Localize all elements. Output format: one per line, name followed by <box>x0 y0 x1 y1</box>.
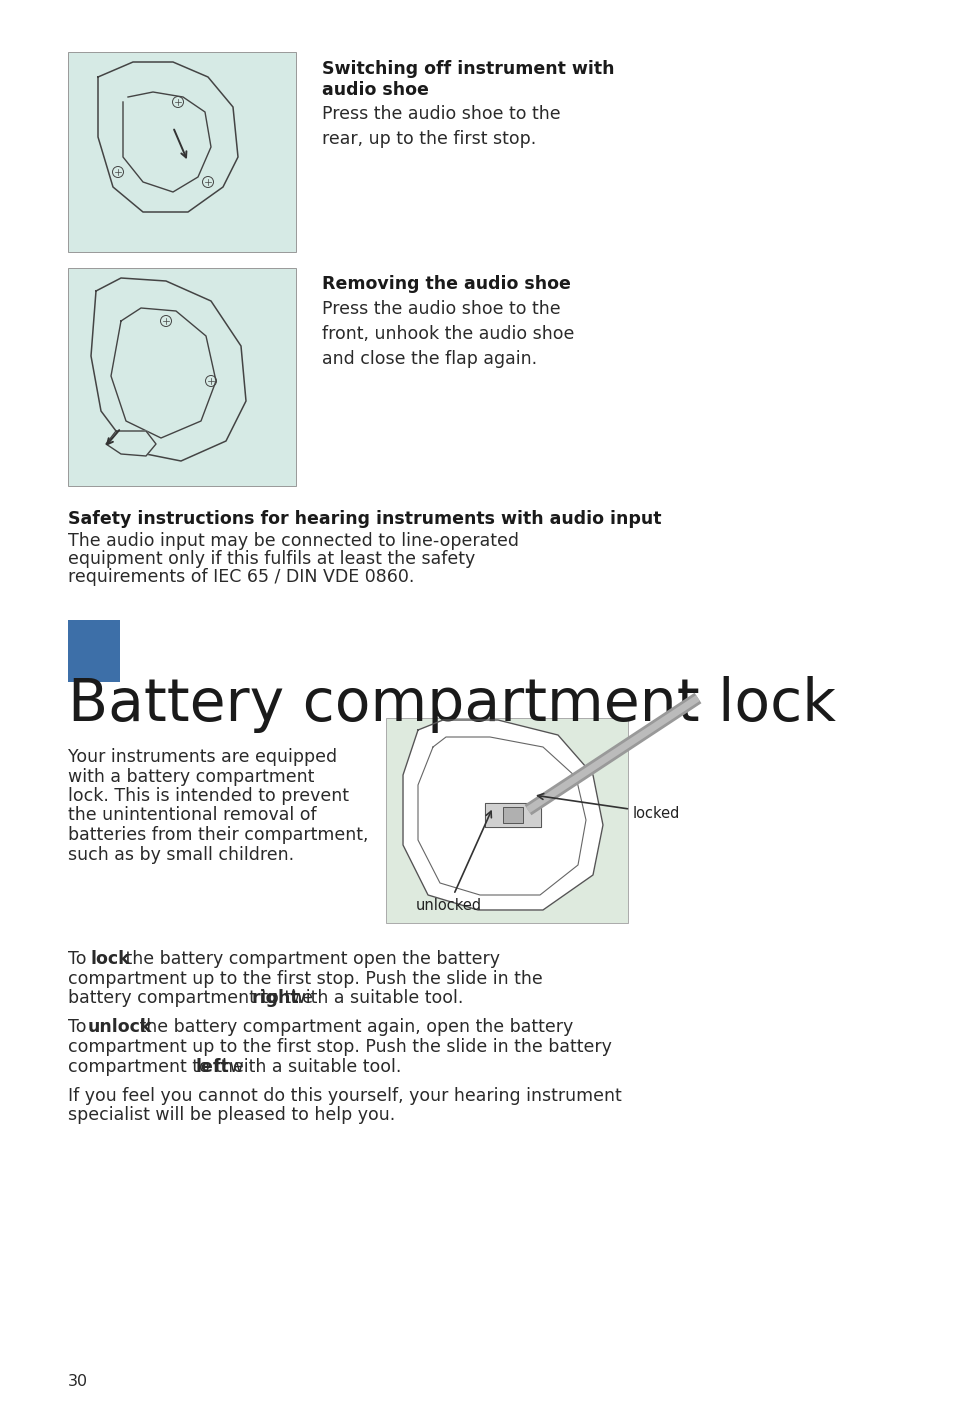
Polygon shape <box>98 62 237 212</box>
Text: 30: 30 <box>68 1374 88 1390</box>
Text: If you feel you cannot do this yourself, your hearing instrument: If you feel you cannot do this yourself,… <box>68 1087 621 1104</box>
Text: with a suitable tool.: with a suitable tool. <box>286 989 463 1007</box>
Text: unlock: unlock <box>88 1019 152 1037</box>
Text: The audio input may be connected to line-operated: The audio input may be connected to line… <box>68 532 518 549</box>
Text: the unintentional removal of: the unintentional removal of <box>68 806 316 825</box>
Polygon shape <box>106 431 156 457</box>
Text: with a suitable tool.: with a suitable tool. <box>224 1058 401 1075</box>
Text: requirements of IEC 65 / DIN VDE 0860.: requirements of IEC 65 / DIN VDE 0860. <box>68 568 414 586</box>
Text: such as by small children.: such as by small children. <box>68 846 294 864</box>
Text: Press the audio shoe to the
front, unhook the audio shoe
and close the flap agai: Press the audio shoe to the front, unhoo… <box>322 301 574 368</box>
Polygon shape <box>402 719 602 910</box>
Text: equipment only if this fulfils at least the safety: equipment only if this fulfils at least … <box>68 549 475 568</box>
Text: Your instruments are equipped: Your instruments are equipped <box>68 747 336 766</box>
Text: the battery compartment again, open the battery: the battery compartment again, open the … <box>133 1019 573 1037</box>
Polygon shape <box>91 278 246 461</box>
Text: specialist will be pleased to help you.: specialist will be pleased to help you. <box>68 1107 395 1124</box>
Bar <box>68 52 295 251</box>
Bar <box>68 268 295 486</box>
Text: right: right <box>252 989 299 1007</box>
Text: Battery compartment lock: Battery compartment lock <box>68 676 835 733</box>
Text: compartment to the: compartment to the <box>68 1058 249 1075</box>
Text: lock. This is intended to prevent: lock. This is intended to prevent <box>68 787 349 805</box>
Text: batteries from their compartment,: batteries from their compartment, <box>68 826 368 844</box>
Text: Switching off instrument with
audio shoe: Switching off instrument with audio shoe <box>322 60 614 98</box>
Text: battery compartment to the: battery compartment to the <box>68 989 318 1007</box>
Text: locked: locked <box>537 794 679 821</box>
Bar <box>386 718 627 923</box>
Text: Press the audio shoe to the
rear, up to the first stop.: Press the audio shoe to the rear, up to … <box>322 105 560 148</box>
Polygon shape <box>484 804 540 828</box>
Text: unlocked: unlocked <box>416 811 491 912</box>
Text: compartment up to the first stop. Push the slide in the battery: compartment up to the first stop. Push t… <box>68 1038 611 1057</box>
Text: left: left <box>195 1058 230 1075</box>
Text: lock: lock <box>91 950 131 968</box>
Text: the battery compartment open the battery: the battery compartment open the battery <box>120 950 499 968</box>
Text: Removing the audio shoe: Removing the audio shoe <box>322 275 570 294</box>
Bar <box>502 806 522 823</box>
Text: Safety instructions for hearing instruments with audio input: Safety instructions for hearing instrume… <box>68 510 660 528</box>
Text: To: To <box>68 950 97 968</box>
Text: To: To <box>68 1019 91 1037</box>
Bar <box>68 620 120 681</box>
Text: with a battery compartment: with a battery compartment <box>68 767 314 785</box>
Text: compartment up to the first stop. Push the slide in the: compartment up to the first stop. Push t… <box>68 969 542 988</box>
